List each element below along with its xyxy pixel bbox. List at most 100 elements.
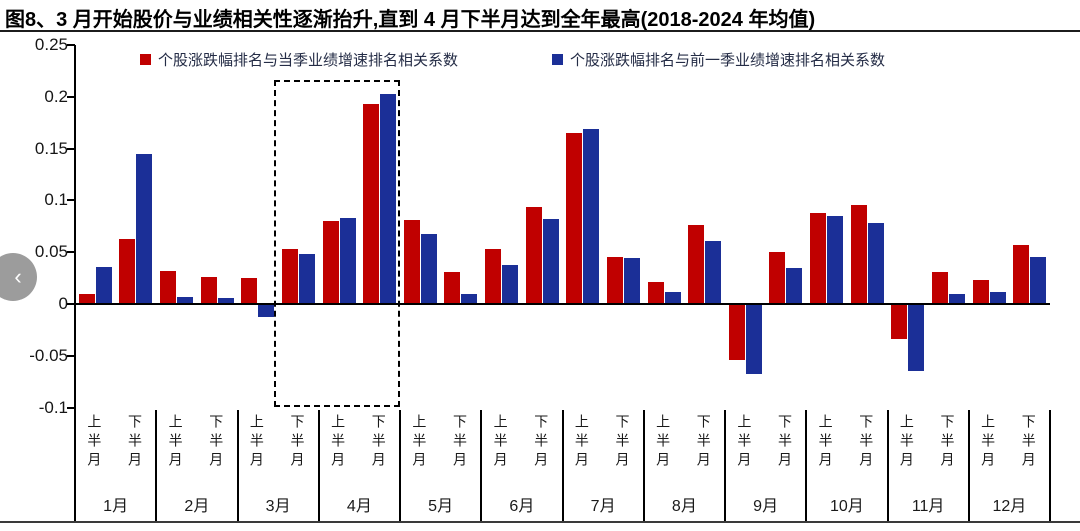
bar bbox=[119, 238, 136, 304]
y-axis-tick-label: 0.2 bbox=[44, 86, 68, 106]
half-month-label: 下半月 bbox=[939, 414, 956, 471]
month-separator bbox=[480, 410, 483, 521]
month-label: 5月 bbox=[428, 498, 454, 515]
half-month-label: 下半月 bbox=[208, 414, 225, 471]
half-month-label: 上半月 bbox=[248, 414, 265, 471]
bar bbox=[850, 204, 867, 304]
bar bbox=[444, 271, 461, 304]
half-month-label: 下半月 bbox=[695, 414, 712, 471]
bar bbox=[1013, 244, 1030, 304]
half-month-label: 上半月 bbox=[655, 414, 672, 471]
legend-label-current-quarter: 个股涨跌幅排名与当季业绩增速排名相关系数 bbox=[158, 51, 459, 69]
legend-swatch-red bbox=[140, 53, 151, 65]
month-separator bbox=[399, 410, 401, 521]
month-label: 7月 bbox=[590, 498, 616, 515]
month-label: 10月 bbox=[829, 498, 864, 515]
figure-title: 图8、3 月开始股价与业绩相关性逐渐抬升,直到 4 月下半月达到全年最高(201… bbox=[5, 9, 816, 31]
bar bbox=[258, 304, 275, 318]
y-axis-tick-label: 0.25 bbox=[34, 35, 68, 54]
highlight-dashed-box bbox=[274, 80, 400, 407]
half-month-label: 上半月 bbox=[898, 414, 915, 471]
bar bbox=[786, 267, 803, 304]
half-month-label: 上半月 bbox=[411, 414, 428, 471]
carousel-prev-button[interactable]: ‹ bbox=[0, 253, 37, 301]
month-label: 6月 bbox=[509, 498, 535, 515]
half-month-label: 下半月 bbox=[370, 414, 387, 471]
bar bbox=[542, 219, 559, 304]
bar bbox=[972, 280, 989, 304]
bar bbox=[78, 293, 95, 304]
bar bbox=[908, 304, 925, 372]
bar bbox=[298, 254, 315, 304]
half-month-label: 上半月 bbox=[817, 414, 834, 471]
bar bbox=[566, 133, 583, 304]
y-axis-tick-label: -0.1 bbox=[38, 397, 68, 417]
half-month-label: 下半月 bbox=[1020, 414, 1037, 471]
legend-item-previous-quarter: 个股涨跌幅排名与前一季业绩增速排名相关系数 bbox=[552, 50, 885, 69]
bar bbox=[647, 282, 664, 304]
half-month-label: 上半月 bbox=[86, 414, 103, 471]
month-separator bbox=[886, 410, 889, 521]
bar bbox=[525, 206, 542, 304]
half-month-label: 下半月 bbox=[776, 414, 793, 471]
bar bbox=[281, 249, 298, 304]
bar bbox=[177, 296, 194, 304]
bar bbox=[989, 291, 1006, 304]
legend-item-current-quarter: 个股涨跌幅排名与当季业绩增速排名相关系数 bbox=[140, 50, 459, 69]
bar bbox=[363, 104, 380, 304]
bar bbox=[948, 293, 965, 304]
y-axis-tick-mark bbox=[67, 251, 75, 254]
y-axis-tick-label: 0.1 bbox=[44, 190, 68, 210]
month-label: 1月 bbox=[103, 498, 129, 515]
bar bbox=[623, 258, 640, 304]
bar bbox=[136, 153, 153, 304]
bar bbox=[485, 249, 502, 304]
month-separator bbox=[155, 410, 158, 521]
y-axis-tick-mark bbox=[67, 95, 75, 98]
month-separator bbox=[724, 410, 726, 521]
bar bbox=[461, 293, 478, 304]
bar bbox=[745, 304, 762, 375]
legend-swatch-blue bbox=[552, 53, 563, 65]
bar bbox=[769, 252, 786, 304]
bottom-divider bbox=[0, 521, 1080, 523]
half-month-label: 下半月 bbox=[451, 414, 468, 471]
half-month-label: 上半月 bbox=[330, 414, 347, 471]
bar bbox=[502, 264, 519, 304]
y-axis-tick-label: 0 bbox=[58, 294, 68, 313]
month-label: 11月 bbox=[911, 498, 945, 515]
month-separator bbox=[805, 410, 808, 521]
bar bbox=[322, 221, 339, 304]
month-label: 4月 bbox=[346, 498, 372, 515]
bar bbox=[728, 304, 745, 360]
half-month-label: 上半月 bbox=[167, 414, 184, 471]
bar bbox=[1030, 257, 1047, 304]
bar bbox=[339, 218, 356, 304]
half-month-label: 上半月 bbox=[573, 414, 590, 471]
half-month-label: 上半月 bbox=[492, 414, 509, 471]
bar bbox=[217, 297, 234, 304]
half-month-label: 下半月 bbox=[858, 414, 875, 471]
half-month-label: 下半月 bbox=[126, 414, 143, 471]
bar bbox=[420, 233, 437, 304]
y-axis-tick-mark bbox=[67, 199, 75, 202]
bar bbox=[931, 271, 948, 304]
bar bbox=[705, 240, 722, 304]
y-axis-tick-mark bbox=[67, 303, 75, 305]
bar bbox=[583, 128, 600, 304]
bar bbox=[688, 225, 705, 304]
bar bbox=[380, 93, 397, 304]
y-axis-tick-label: -0.05 bbox=[29, 345, 68, 365]
bar bbox=[241, 278, 258, 304]
half-month-label: 下半月 bbox=[289, 414, 306, 471]
half-month-label: 下半月 bbox=[614, 414, 631, 471]
y-axis-tick-label: 0.05 bbox=[34, 242, 68, 262]
bar bbox=[891, 304, 908, 340]
month-separator bbox=[1049, 410, 1051, 521]
y-axis-tick-mark bbox=[67, 406, 75, 409]
y-axis-tick-label: 0.15 bbox=[34, 138, 68, 158]
bar bbox=[200, 277, 217, 304]
month-separator bbox=[317, 410, 320, 521]
